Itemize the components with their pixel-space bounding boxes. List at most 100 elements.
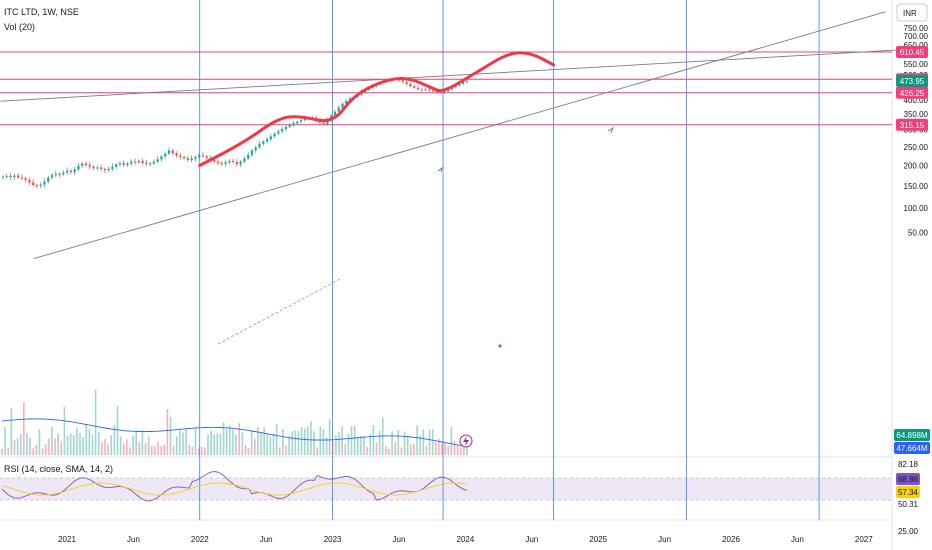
- volume-bar: [391, 431, 393, 455]
- volume-bar: [129, 447, 131, 455]
- price-tick-label: 400.00: [904, 96, 929, 105]
- volume-bar: [238, 423, 240, 455]
- volume-bar: [88, 428, 91, 455]
- price-tick-label: 200.00: [904, 161, 929, 170]
- candle-body: [299, 120, 303, 122]
- price-badge: [896, 74, 928, 87]
- symbol-legend[interactable]: ITC LTD, 1W, NSE: [4, 7, 79, 17]
- rsi-badge-label: 57.34: [898, 488, 919, 497]
- volume-legend[interactable]: Vol (20): [4, 22, 35, 32]
- candle-body: [96, 167, 99, 169]
- candle-body: [439, 91, 442, 93]
- volume-bar: [419, 435, 421, 455]
- volume-bar: [385, 446, 387, 455]
- volume-bar: [456, 445, 459, 455]
- time-tick-label: 2022: [191, 535, 209, 544]
- candle-body: [88, 165, 91, 167]
- time-tick-label: Jun: [791, 535, 804, 544]
- volume-bar: [60, 441, 63, 455]
- volume-bar: [48, 438, 50, 455]
- candle-body: [175, 153, 178, 156]
- volume-bar: [300, 426, 303, 455]
- volume-bar: [369, 434, 372, 455]
- candle-body: [107, 169, 110, 171]
- volume-bar: [179, 430, 181, 455]
- time-tick-label: Jun: [127, 535, 140, 544]
- volume-bar: [157, 441, 159, 455]
- candle-body: [13, 175, 16, 178]
- trendline[interactable]: [33, 11, 886, 260]
- volume-bar: [360, 435, 362, 455]
- volume-bar: [303, 428, 306, 455]
- volume-bar: [410, 444, 412, 455]
- volume-bar: [425, 445, 428, 455]
- volume-bar: [91, 435, 94, 455]
- candle-body: [247, 154, 250, 159]
- time-tick-label: Jun: [525, 535, 538, 544]
- volume-bar: [272, 433, 275, 455]
- volume-bar: [116, 405, 119, 455]
- candle-body: [284, 126, 288, 130]
- volume-bar: [260, 431, 262, 455]
- volume-bar: [263, 427, 265, 455]
- volume-bar: [147, 436, 150, 455]
- candle-body: [43, 181, 46, 185]
- candle-body: [405, 81, 408, 84]
- lightning-icon[interactable]: [459, 434, 473, 448]
- candle-body: [35, 185, 39, 187]
- volume-bar: [175, 436, 178, 455]
- volume-bar: [266, 434, 269, 455]
- price-tick-label: 650.00: [904, 41, 929, 50]
- price-tick-label: 250.00: [904, 143, 929, 152]
- cup-pattern-curve[interactable]: [198, 51, 556, 167]
- volume-bar: [194, 429, 197, 455]
- trendline[interactable]: [0, 49, 897, 102]
- candle-body: [160, 156, 163, 160]
- time-tick-label: 2027: [855, 535, 873, 544]
- candle-body: [69, 170, 73, 173]
- candle-body: [156, 159, 159, 162]
- volume-bar: [35, 444, 38, 455]
- candle-body: [228, 160, 231, 163]
- volume-bar: [378, 430, 381, 455]
- candle-body: [281, 129, 284, 132]
- volume-bar: [144, 442, 147, 455]
- volume-bar: [16, 438, 19, 455]
- candle-body: [435, 91, 438, 93]
- volume-badge-label: 47.664M: [896, 444, 927, 453]
- candle-body: [235, 161, 239, 165]
- volume-bar: [204, 447, 206, 455]
- volume-bar: [453, 440, 456, 455]
- volume-bar: [372, 425, 375, 455]
- volume-bar: [366, 446, 368, 455]
- volume-bar: [197, 448, 200, 455]
- volume-bar: [413, 443, 415, 455]
- candle-body: [303, 118, 306, 121]
- volume-bar: [316, 447, 319, 455]
- candle-body: [198, 155, 201, 158]
- candle-body: [428, 89, 431, 91]
- volume-bar: [232, 429, 234, 455]
- candle-body: [39, 184, 42, 186]
- volume-bar: [282, 429, 284, 455]
- currency-button[interactable]: INR: [896, 3, 928, 22]
- vertical-markers: [199, 0, 820, 520]
- volume-bar: [250, 431, 253, 455]
- volume-badge-label: 64.898M: [896, 431, 927, 440]
- candle-body: [141, 160, 144, 163]
- volume-bar: [257, 427, 259, 455]
- volume-bar: [241, 432, 244, 455]
- candle-body: [122, 163, 125, 166]
- time-tick-label: Jun: [658, 535, 671, 544]
- price-tick-label: 50.00: [908, 228, 929, 237]
- candle-body: [81, 163, 84, 166]
- volume-bar: [278, 447, 281, 455]
- candle-body: [288, 125, 291, 127]
- candle-body: [269, 136, 272, 140]
- rsi-legend[interactable]: RSI (14, close, SMA, 14, 2): [4, 464, 113, 474]
- candle-body: [341, 103, 344, 108]
- candle-body: [224, 162, 227, 164]
- volume-bar: [350, 426, 353, 455]
- currency-button-label: INR: [903, 9, 917, 18]
